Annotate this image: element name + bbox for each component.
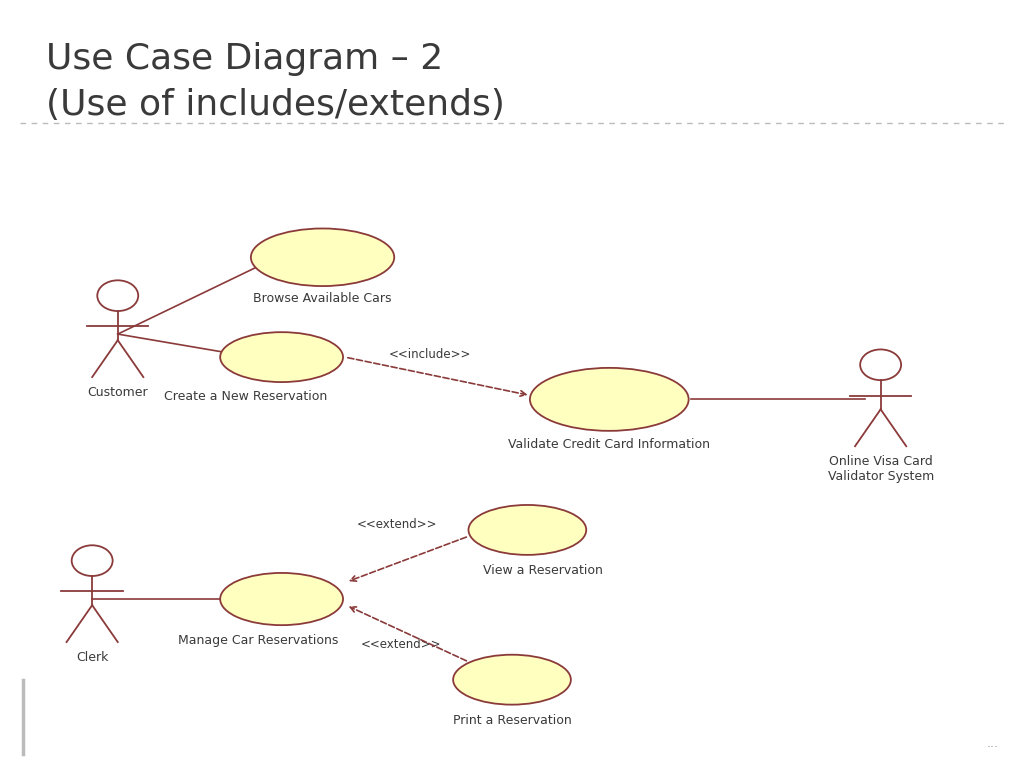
Text: Manage Car Reservations: Manage Car Reservations [178,634,338,647]
Ellipse shape [220,333,343,382]
Text: <<extend>>: <<extend>> [357,518,437,531]
Ellipse shape [469,505,586,554]
Text: Online Visa Card
Validator System: Online Visa Card Validator System [827,455,934,483]
Text: Create a New Reservation: Create a New Reservation [164,390,328,403]
Text: Print a Reservation: Print a Reservation [453,714,571,727]
Text: ···: ··· [986,741,998,754]
Ellipse shape [251,229,394,286]
Text: Browse Available Cars: Browse Available Cars [253,292,392,305]
Ellipse shape [220,573,343,625]
Text: View a Reservation: View a Reservation [482,564,603,578]
Text: <<include>>: <<include>> [389,348,471,361]
Text: Clerk: Clerk [76,651,109,664]
Ellipse shape [530,368,688,431]
Text: Use Case Diagram – 2: Use Case Diagram – 2 [46,42,443,76]
Text: Validate Credit Card Information: Validate Credit Card Information [508,438,711,451]
Ellipse shape [453,654,571,705]
Text: Customer: Customer [87,386,148,399]
Text: <<extend>>: <<extend>> [361,638,441,651]
Text: (Use of includes/extends): (Use of includes/extends) [46,88,505,122]
